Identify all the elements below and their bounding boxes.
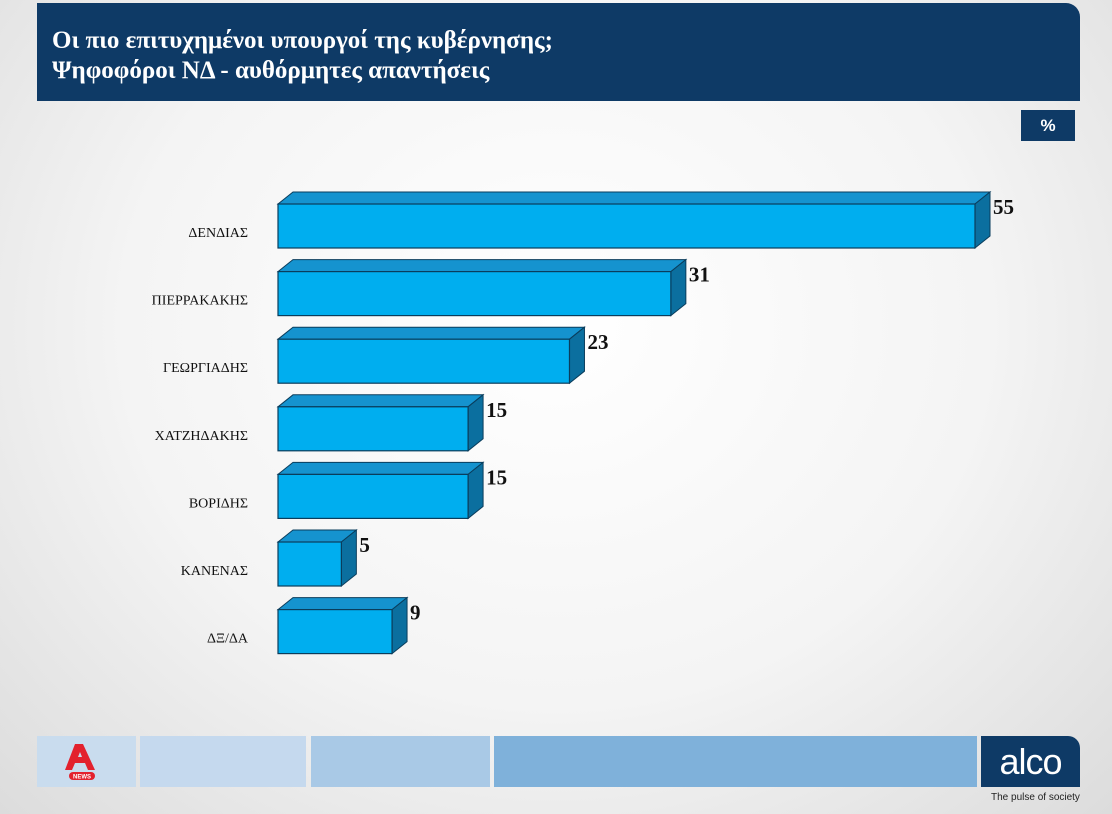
alpha-news-icon: NEWS <box>65 744 95 781</box>
category-label: ΠΙΕΡΡΑΚΑΚΗΣ <box>152 294 248 309</box>
footer-strip-1 <box>140 736 306 787</box>
bar-top-face <box>276 461 485 475</box>
value-label: 15 <box>486 398 507 422</box>
value-label: 9 <box>410 601 421 625</box>
logo-box: NEWS <box>37 736 136 787</box>
bar <box>277 406 469 452</box>
value-label: 55 <box>993 195 1014 219</box>
value-label: 5 <box>359 533 370 557</box>
bar-top-face <box>276 394 485 408</box>
bar <box>277 541 342 587</box>
value-label: 15 <box>486 465 507 489</box>
category-label: ΚΑΝΕΝΑΣ <box>181 564 248 579</box>
title-banner: Οι πιο επιτυχημένοι υπουργοί της κυβέρνη… <box>37 3 1080 101</box>
category-label: ΔΞ/ΔΑ <box>207 632 249 647</box>
chart-title: Οι πιο επιτυχημένοι υπουργοί της κυβέρνη… <box>52 27 553 54</box>
bar-top-face <box>276 259 688 273</box>
footer-strip-2 <box>311 736 490 787</box>
value-label: 23 <box>587 330 608 354</box>
bar-chart: ΔΕΝΔΙΑΣ 55 ΠΙΕΡΡΑΚΑΚΗΣ 31 ΓΕΩΡΓΙΑΔΗΣ 23 ΧΑΤΖΗΔ… <box>152 190 1014 655</box>
bar-top-face <box>276 597 409 611</box>
bar <box>277 338 571 384</box>
bar-top-face <box>276 191 992 205</box>
svg-text:NEWS: NEWS <box>73 775 91 781</box>
value-label: 31 <box>689 263 710 287</box>
alco-logo: alco <box>981 736 1080 787</box>
footer-strip-3 <box>494 736 977 787</box>
chart-subtitle: Ψηφοφόροι ΝΔ - αυθόρμητες απαντήσεις <box>52 57 490 84</box>
bar <box>277 271 672 317</box>
category-label: ΧΑΤΖΗΔΑΚΗΣ <box>155 429 248 444</box>
category-label: ΒΟΡΙΔΗΣ <box>189 496 248 511</box>
bar <box>277 203 976 249</box>
bar <box>277 608 393 655</box>
unit-badge: % <box>1021 110 1075 141</box>
bar <box>277 473 469 519</box>
brand-tagline: The pulse of society <box>991 792 1080 803</box>
category-label: ΓΕΩΡΓΙΑΔΗΣ <box>163 361 248 376</box>
bar-top-face <box>276 326 586 340</box>
category-label: ΔΕΝΔΙΑΣ <box>188 226 248 241</box>
